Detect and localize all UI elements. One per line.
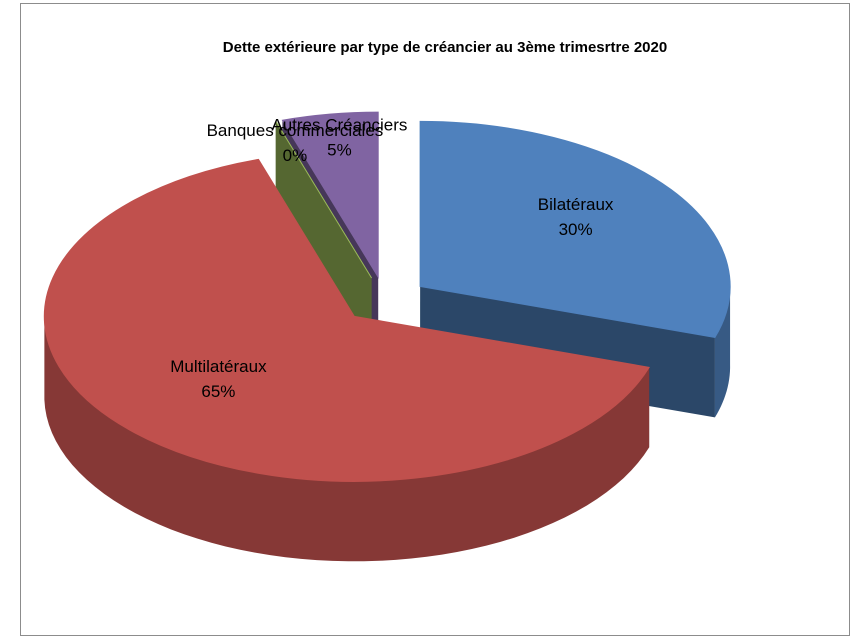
data-label: 0% — [283, 146, 308, 165]
data-label: 5% — [327, 140, 352, 159]
slice-top — [419, 120, 731, 338]
slice-side — [275, 121, 372, 359]
category-label: Multilatéraux — [170, 357, 267, 376]
pie-slice — [43, 158, 650, 562]
slice-wall — [714, 283, 731, 418]
slice-top — [281, 111, 379, 279]
category-label: Autres Créanciers — [271, 115, 407, 134]
slice-top — [43, 158, 650, 482]
data-label: 30% — [559, 220, 593, 239]
category-label: Banques commerciales — [207, 121, 384, 140]
slice-wall — [44, 319, 650, 562]
category-label: Bilatéraux — [538, 195, 614, 214]
chart-title: Dette extérieure par type de créancier a… — [223, 39, 667, 56]
data-label: 65% — [201, 382, 235, 401]
